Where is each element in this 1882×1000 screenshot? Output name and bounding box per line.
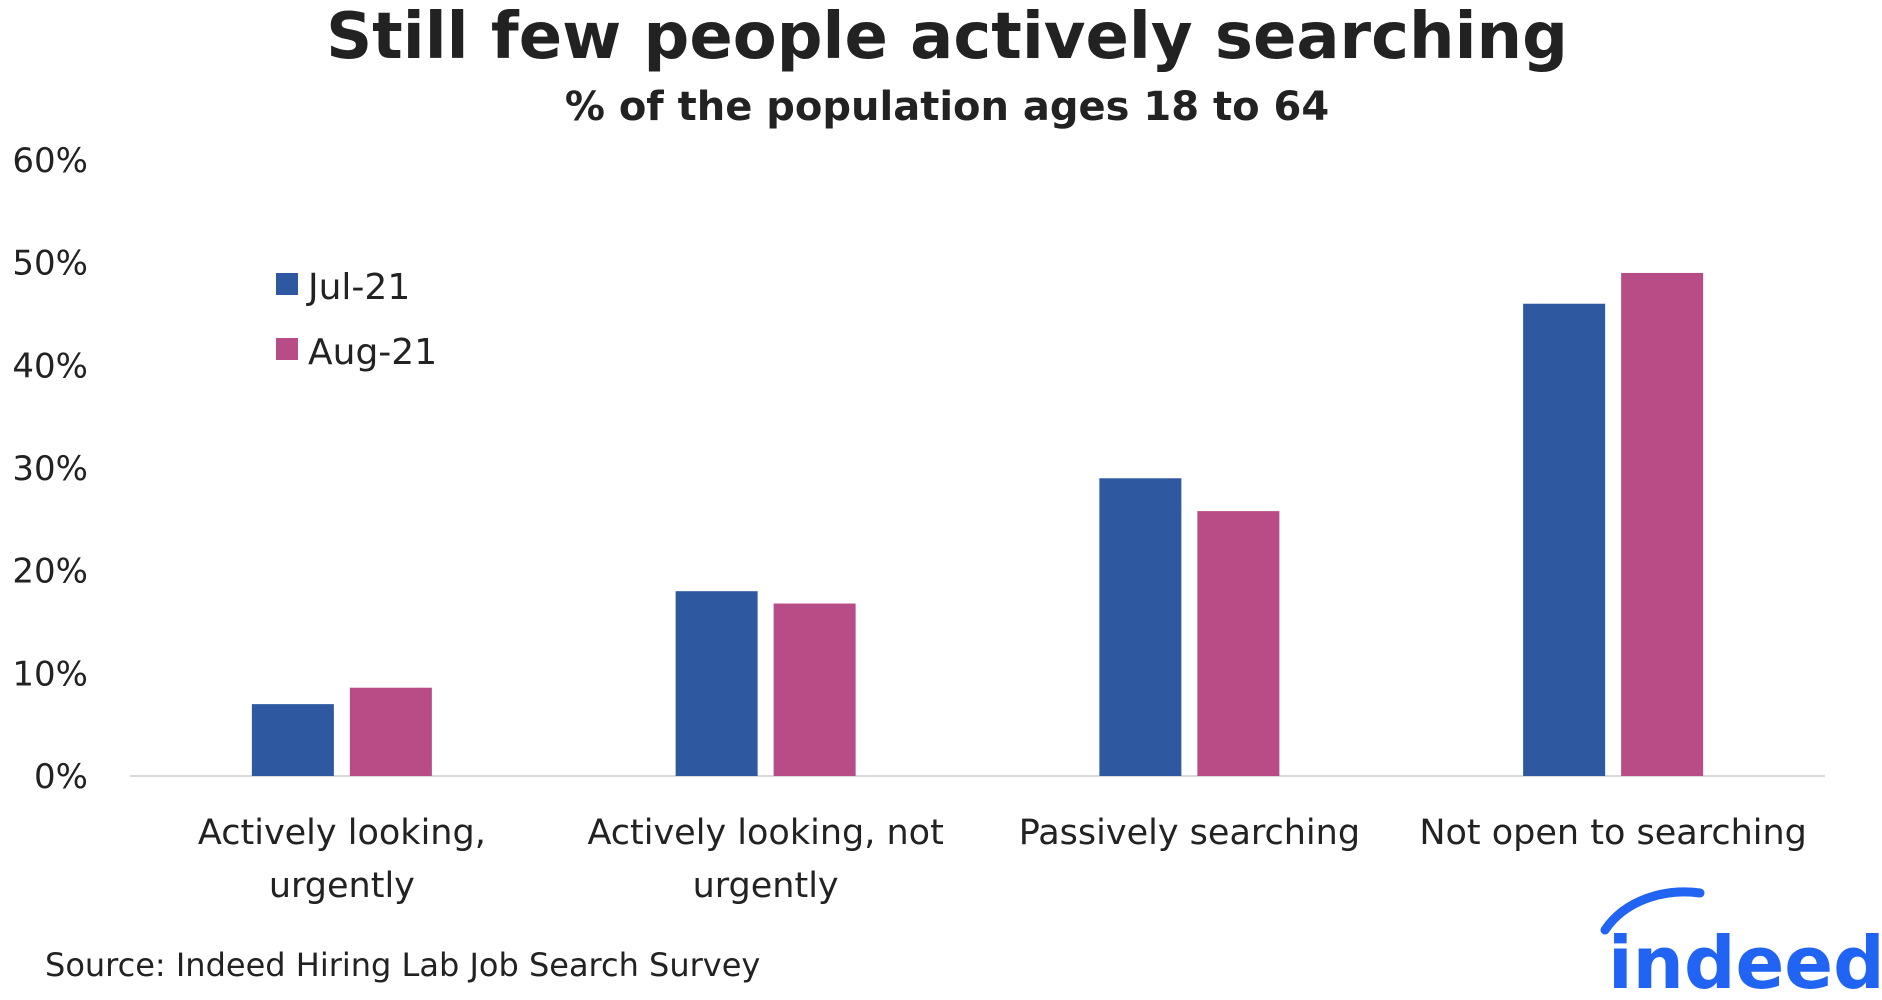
bars-group xyxy=(251,272,1704,776)
chart-subtitle: % of the population ages 18 to 64 xyxy=(565,84,1329,130)
bar-jul-21 xyxy=(1099,478,1182,776)
y-tick-label: 0% xyxy=(34,757,88,797)
indeed-logo: indeed xyxy=(1600,887,1882,1000)
y-tick-label: 20% xyxy=(12,552,88,592)
bar-aug-21 xyxy=(773,603,856,776)
legend: Jul-21 Aug-21 xyxy=(276,267,437,373)
bar-aug-21 xyxy=(1621,272,1704,776)
bar-jul-21 xyxy=(1523,303,1606,776)
chart-title: Still few people actively searching xyxy=(326,0,1568,74)
legend-label-aug-21: Aug-21 xyxy=(308,332,437,373)
x-category-label: Actively looking, xyxy=(198,813,486,853)
x-category-label: Not open to searching xyxy=(1419,813,1807,853)
x-axis-categories: Actively looking, urgently Actively lookin… xyxy=(198,813,1807,906)
bar-jul-21 xyxy=(251,704,334,776)
y-axis: 0% 10% 20% 30% 40% 50% 60% xyxy=(12,141,88,797)
x-category-label: urgently xyxy=(269,866,415,906)
x-category-label: Actively looking, not xyxy=(587,813,943,853)
logo-arc-icon xyxy=(1600,887,1705,935)
legend-swatch-jul-21 xyxy=(276,273,298,295)
bar-aug-21 xyxy=(349,687,432,776)
logo-wordmark: indeed xyxy=(1608,921,1882,1000)
x-category-label: urgently xyxy=(693,866,839,906)
y-tick-label: 30% xyxy=(12,449,88,489)
legend-label-jul-21: Jul-21 xyxy=(306,267,410,308)
x-category-label: Passively searching xyxy=(1019,813,1360,853)
y-tick-label: 10% xyxy=(12,654,88,694)
y-tick-label: 50% xyxy=(12,244,88,284)
y-tick-label: 60% xyxy=(12,141,88,181)
legend-swatch-aug-21 xyxy=(276,338,298,360)
bar-aug-21 xyxy=(1197,511,1280,776)
bar-jul-21 xyxy=(675,591,758,776)
y-tick-label: 40% xyxy=(12,346,88,386)
source-note: Source: Indeed Hiring Lab Job Search Sur… xyxy=(45,946,760,984)
